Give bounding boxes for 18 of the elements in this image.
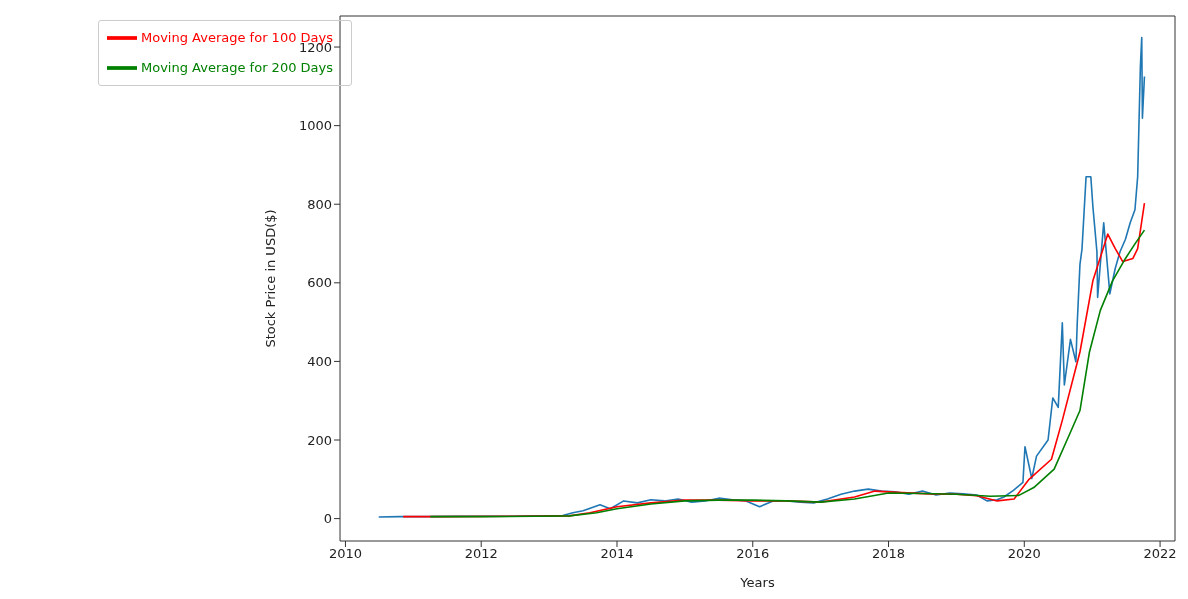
x-tick-label: 2012 [464,546,498,562]
y-axis-title: Stock Price in USD($) [262,209,278,348]
x-tick-label: 2018 [871,546,906,562]
x-tick-label: 2016 [736,546,770,562]
x-tick-label: 2014 [600,546,634,562]
x-tick-label: 2022 [1143,546,1177,562]
y-tick-label: 200 [307,432,333,448]
x-tick-label: 2020 [1007,546,1041,562]
x-axis-title: Years [739,575,775,590]
y-tick-label: 400 [307,354,333,370]
x-tick-label: 2010 [328,546,362,562]
line-series [377,36,1146,518]
y-tick-label: 1000 [298,118,333,134]
legend-label: Moving Average for 200 Days [141,59,334,75]
y-tick-label: 600 [307,275,333,291]
y-tick-label: 800 [307,196,333,212]
legend-label: Moving Average for 100 Days [141,29,334,45]
y-tick-label: 0 [323,511,333,527]
